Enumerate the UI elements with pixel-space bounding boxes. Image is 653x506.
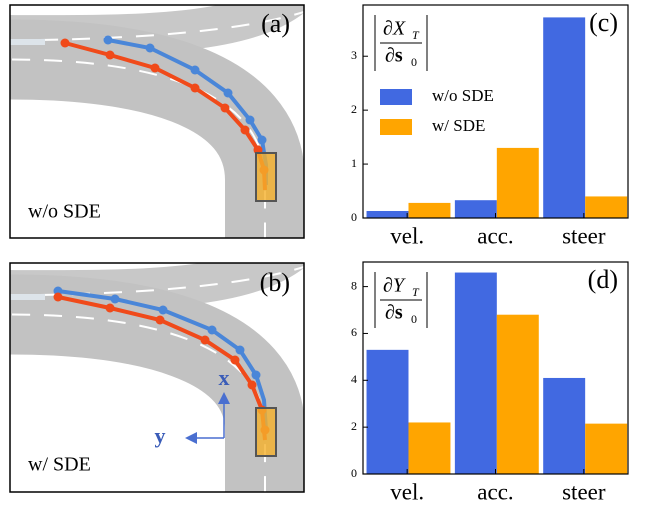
bar — [454, 272, 497, 474]
caption: w/ SDE — [28, 454, 91, 476]
bar — [496, 314, 539, 474]
road-scene-b — [10, 263, 304, 492]
legend-label: w/ SDE — [432, 116, 485, 135]
ylabel-den: ∂s — [385, 45, 403, 67]
ylabel-num: ∂X — [383, 18, 406, 40]
bar — [408, 422, 451, 474]
axis-label-y: y — [155, 423, 166, 448]
bar — [408, 202, 451, 218]
ylabel-den-sub: 0 — [411, 55, 417, 69]
bar — [543, 17, 586, 219]
bar — [366, 349, 409, 474]
ylabel-num-sub: T — [412, 28, 420, 42]
y-tick-label: 0 — [351, 466, 357, 480]
x-tick-label: steer — [562, 479, 606, 504]
panel-label: (a) — [261, 9, 290, 38]
ylabel-den: ∂s — [385, 302, 403, 324]
legend-swatch — [380, 119, 412, 135]
frame — [9, 262, 305, 493]
x-tick-label: vel. — [390, 223, 424, 248]
frame — [9, 4, 305, 239]
axis-label-x: x — [219, 365, 230, 390]
panel-label: (b) — [260, 268, 290, 297]
y-tick-label: 4 — [351, 372, 357, 386]
x-tick-label: acc. — [477, 479, 513, 504]
road-scene-a — [10, 5, 304, 238]
caption: w/o SDE — [28, 201, 101, 223]
bar — [543, 377, 586, 474]
bar — [454, 200, 497, 218]
y-tick-label: 3 — [351, 48, 357, 62]
panel-label: (d) — [588, 265, 618, 294]
x-tick-label: acc. — [477, 223, 513, 248]
bar — [366, 210, 409, 218]
ylabel-num-sub: T — [412, 285, 420, 299]
legend-swatch — [380, 89, 412, 105]
legend-label: w/o SDE — [432, 86, 494, 105]
ylabel-num: ∂Y — [383, 275, 406, 297]
y-tick-label: 8 — [351, 278, 357, 292]
y-tick-label: 0 — [351, 210, 357, 224]
y-tick-label: 2 — [351, 419, 357, 433]
x-tick-label: vel. — [390, 479, 424, 504]
bar — [496, 147, 539, 218]
x-tick-label: steer — [562, 223, 606, 248]
y-tick-label: 6 — [351, 325, 357, 339]
bar — [585, 196, 628, 218]
ylabel-den-sub: 0 — [411, 312, 417, 326]
panel-label: (c) — [589, 8, 618, 37]
y-tick-label: 2 — [351, 102, 357, 116]
y-tick-label: 1 — [351, 156, 357, 170]
bar — [585, 423, 628, 474]
